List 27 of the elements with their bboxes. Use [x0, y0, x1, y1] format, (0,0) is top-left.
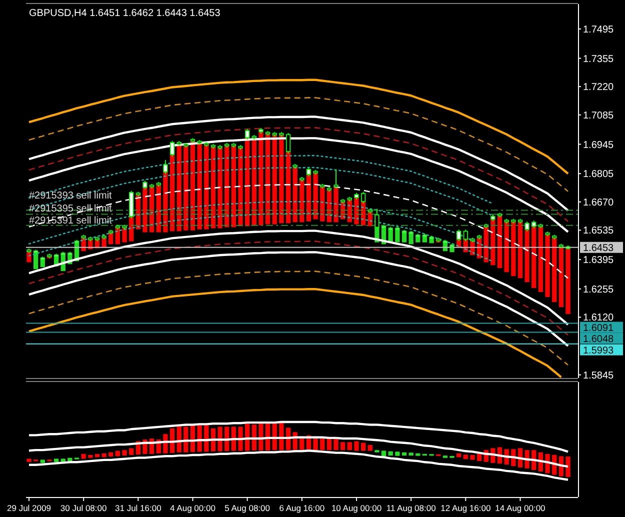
x-tick-label: 10 Aug 00:00 [331, 503, 382, 513]
y-tick-label: 1.6945 [583, 140, 614, 151]
x-tick-label: 14 Aug 00:00 [495, 503, 546, 513]
y-tick-label: 1.6535 [583, 226, 614, 237]
y-tick-label: 1.6255 [583, 284, 614, 296]
ref-line-label: 1.6453 [583, 242, 614, 254]
x-tick-label: 12 Aug 16:00 [440, 503, 491, 513]
y-tick-label: 1.6120 [583, 312, 614, 324]
y-tick-label: 1.7495 [583, 24, 614, 36]
y-tick-label: 1.6670 [583, 197, 614, 208]
y-tick-label: 1.5845 [583, 370, 614, 382]
x-tick-label: 30 Jul 08:00 [60, 503, 108, 513]
x-tick-label: 6 Aug 16:00 [279, 503, 325, 513]
y-tick-label: 1.7220 [583, 82, 614, 94]
x-tick-label: 31 Jul 16:00 [115, 503, 162, 513]
x-tick-label: 5 Aug 08:00 [224, 503, 270, 513]
chart-title: GBPUSD,H4 1.6451 1.6462 1.6443 1.6453 [29, 8, 221, 19]
x-tick-label: 29 Jul 2009 [7, 503, 52, 513]
ref-line-label: 1.5993 [583, 345, 614, 356]
y-tick-label: 1.6395 [583, 255, 614, 266]
x-tick-label: 11 Aug 08:00 [386, 503, 436, 513]
ref-line-label: 1.6091 [583, 322, 614, 334]
y-tick-label: 1.6805 [583, 169, 614, 180]
ref-line-label: 1.6048 [583, 334, 614, 345]
y-tick-label: 1.7085 [583, 110, 614, 122]
y-tick-label: 1.7355 [583, 54, 614, 65]
x-tick-label: 4 Aug 00:00 [170, 503, 216, 513]
